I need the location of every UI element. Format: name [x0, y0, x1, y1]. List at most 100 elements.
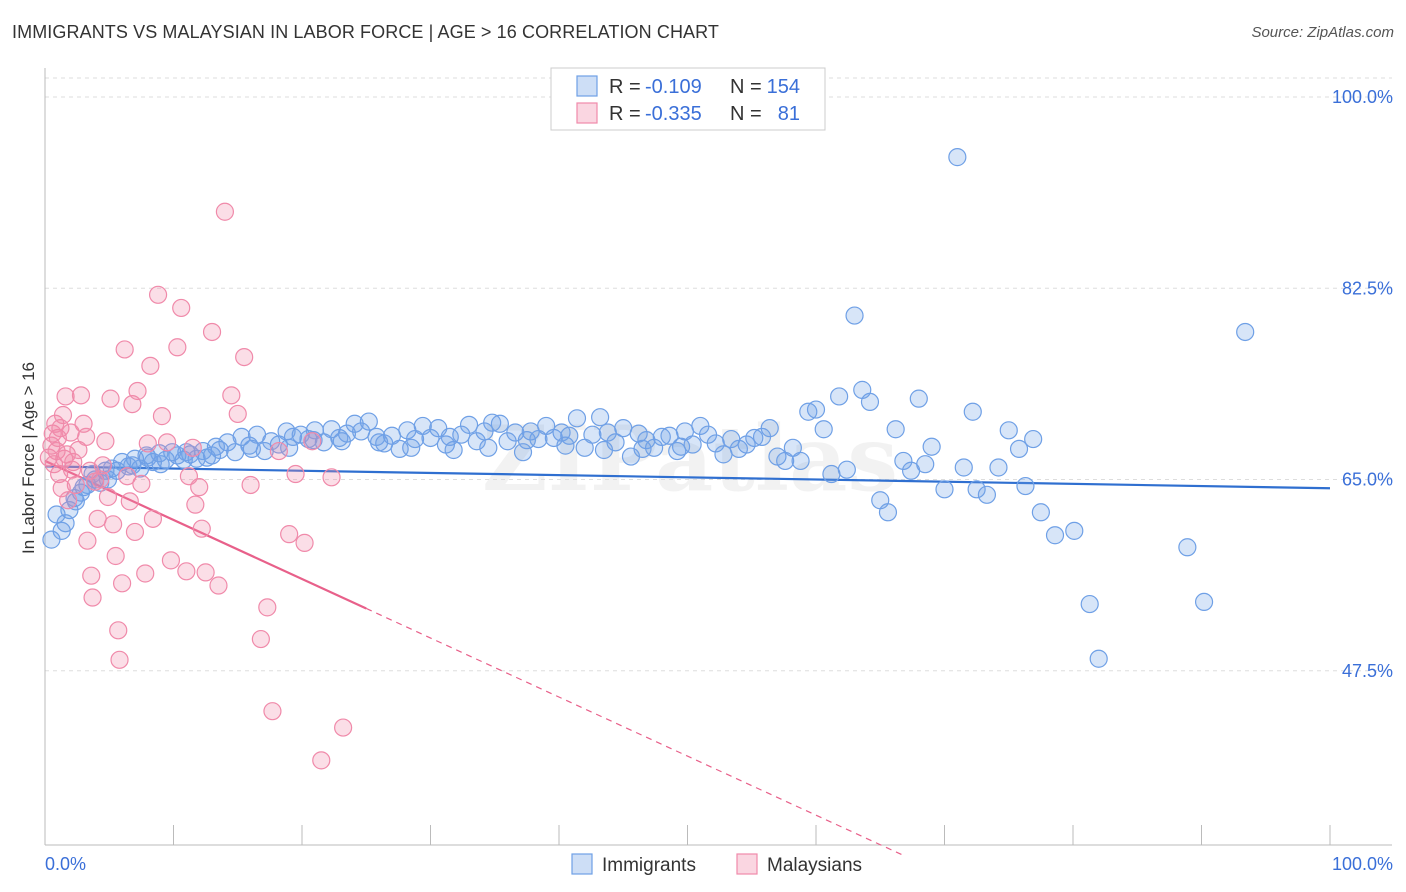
- immigrants-point: [1065, 521, 1084, 540]
- y-tick-label: 65.0%: [1342, 470, 1393, 490]
- immigrants-point: [556, 436, 575, 455]
- immigrants-point: [56, 514, 75, 533]
- immigrants-point: [594, 440, 614, 460]
- malaysians-point: [192, 519, 211, 538]
- immigrants-point: [806, 400, 826, 419]
- immigrants-point: [459, 415, 479, 434]
- legend-swatch-immigrants: [576, 75, 598, 97]
- malaysians-point: [258, 598, 277, 617]
- immigrants-point: [66, 492, 85, 511]
- immigrants-point: [830, 387, 849, 406]
- malaysians-point: [115, 340, 134, 359]
- malaysians-point: [241, 475, 260, 495]
- immigrants-point: [614, 419, 633, 438]
- malaysians-point: [251, 629, 270, 649]
- trend-lines: [44, 459, 1331, 858]
- malaysians-point: [59, 491, 78, 510]
- immigrants-point: [206, 437, 226, 456]
- malaysians-point: [93, 456, 112, 475]
- malaysians-point: [78, 531, 97, 550]
- malaysians-point: [202, 322, 222, 342]
- immigrants-point: [1194, 592, 1214, 612]
- immigrants-point: [963, 402, 982, 421]
- malaysians-point: [104, 515, 123, 534]
- legend-r-value-immigrants: -0.109: [645, 76, 702, 98]
- legend-n-label-immigrants: N =: [730, 76, 762, 98]
- immigrants-point: [745, 428, 764, 448]
- malaysians-point: [83, 588, 102, 607]
- immigrants-point: [218, 433, 237, 452]
- legend-r-label-immigrants: R =: [609, 76, 641, 98]
- immigrants-point: [977, 485, 997, 504]
- malaysians-point: [47, 441, 66, 461]
- x-tick-labels: 0.0% 100.0%: [45, 854, 1393, 874]
- malaysians-point: [280, 525, 299, 544]
- immigrants-point: [567, 409, 587, 428]
- immigrants-point: [467, 432, 486, 451]
- immigrants-point: [822, 464, 841, 484]
- immigrants-point: [1236, 322, 1255, 342]
- legend-r-label-malaysians: R =: [609, 103, 641, 125]
- malaysians-point: [128, 381, 147, 401]
- y-axis-title: In Labor Force | Age > 16: [19, 362, 38, 554]
- immigrants-point: [894, 451, 913, 471]
- legend-r-value-malaysians: -0.335: [645, 103, 702, 125]
- malaysians-point: [132, 474, 151, 493]
- immigrants-point: [922, 437, 941, 456]
- malaysians-point: [303, 432, 322, 451]
- malaysians-point: [148, 285, 168, 304]
- malaysians-point: [66, 475, 85, 495]
- immigrants-point: [633, 439, 652, 458]
- malaysians-point: [138, 434, 157, 453]
- immigrants-point: [280, 438, 299, 457]
- malaysians-point: [286, 464, 305, 484]
- malaysians-point: [168, 338, 187, 357]
- immigrants-point: [583, 425, 602, 444]
- malaysians-point: [112, 574, 132, 593]
- bottom-legend-swatch-malaysians: [736, 853, 758, 875]
- immigrants-point: [714, 445, 733, 464]
- immigrants-point: [637, 431, 656, 450]
- malaysians-points: [39, 202, 353, 770]
- chart-title: IMMIGRANTS VS MALAYSIAN IN LABOR FORCE |…: [12, 22, 720, 42]
- immigrants-point: [242, 439, 261, 458]
- malaysians-point: [125, 522, 145, 542]
- malaysians-point: [295, 533, 314, 552]
- malaysians-point: [322, 468, 341, 487]
- malaysians-point: [91, 470, 110, 489]
- immigrants-point: [490, 414, 509, 433]
- malaysians-point: [183, 438, 202, 457]
- malaysians-point: [312, 751, 331, 770]
- immigrants-trend-line: [44, 465, 1331, 490]
- immigrants-point: [591, 408, 610, 427]
- immigrants-point: [517, 431, 536, 450]
- malaysians-point: [118, 467, 137, 486]
- malaysians-point: [109, 621, 128, 640]
- immigrants-point: [967, 480, 986, 499]
- malaysians-point: [82, 566, 101, 585]
- immigrants-point: [671, 437, 691, 456]
- immigrants-point: [483, 413, 502, 432]
- immigrants-point: [1024, 429, 1043, 449]
- malaysians-point: [53, 405, 73, 425]
- bottom-legend-malaysians: Malaysians: [767, 855, 862, 876]
- immigrants-point: [440, 427, 459, 446]
- malaysians-point: [71, 386, 91, 405]
- malaysians-point: [190, 478, 209, 497]
- immigrants-point: [886, 420, 905, 439]
- immigrants-point: [837, 460, 856, 479]
- immigrants-point: [683, 435, 702, 454]
- watermark: ZIPatlas: [482, 406, 898, 512]
- malaysians-point: [186, 495, 205, 514]
- immigrants-point: [123, 456, 142, 475]
- immigrants-point: [989, 458, 1008, 477]
- immigrants-point: [860, 392, 880, 412]
- y-tick-label: 47.5%: [1342, 661, 1393, 681]
- malaysians-point: [143, 509, 163, 528]
- legend-n-label-malaysians: N =: [730, 103, 762, 125]
- y-tick-label: 100.0%: [1332, 87, 1393, 107]
- immigrants-point: [1178, 538, 1197, 557]
- immigrants-point: [332, 432, 351, 451]
- y-tick-labels: 47.5% 65.0% 82.5% 100.0%: [1332, 87, 1393, 681]
